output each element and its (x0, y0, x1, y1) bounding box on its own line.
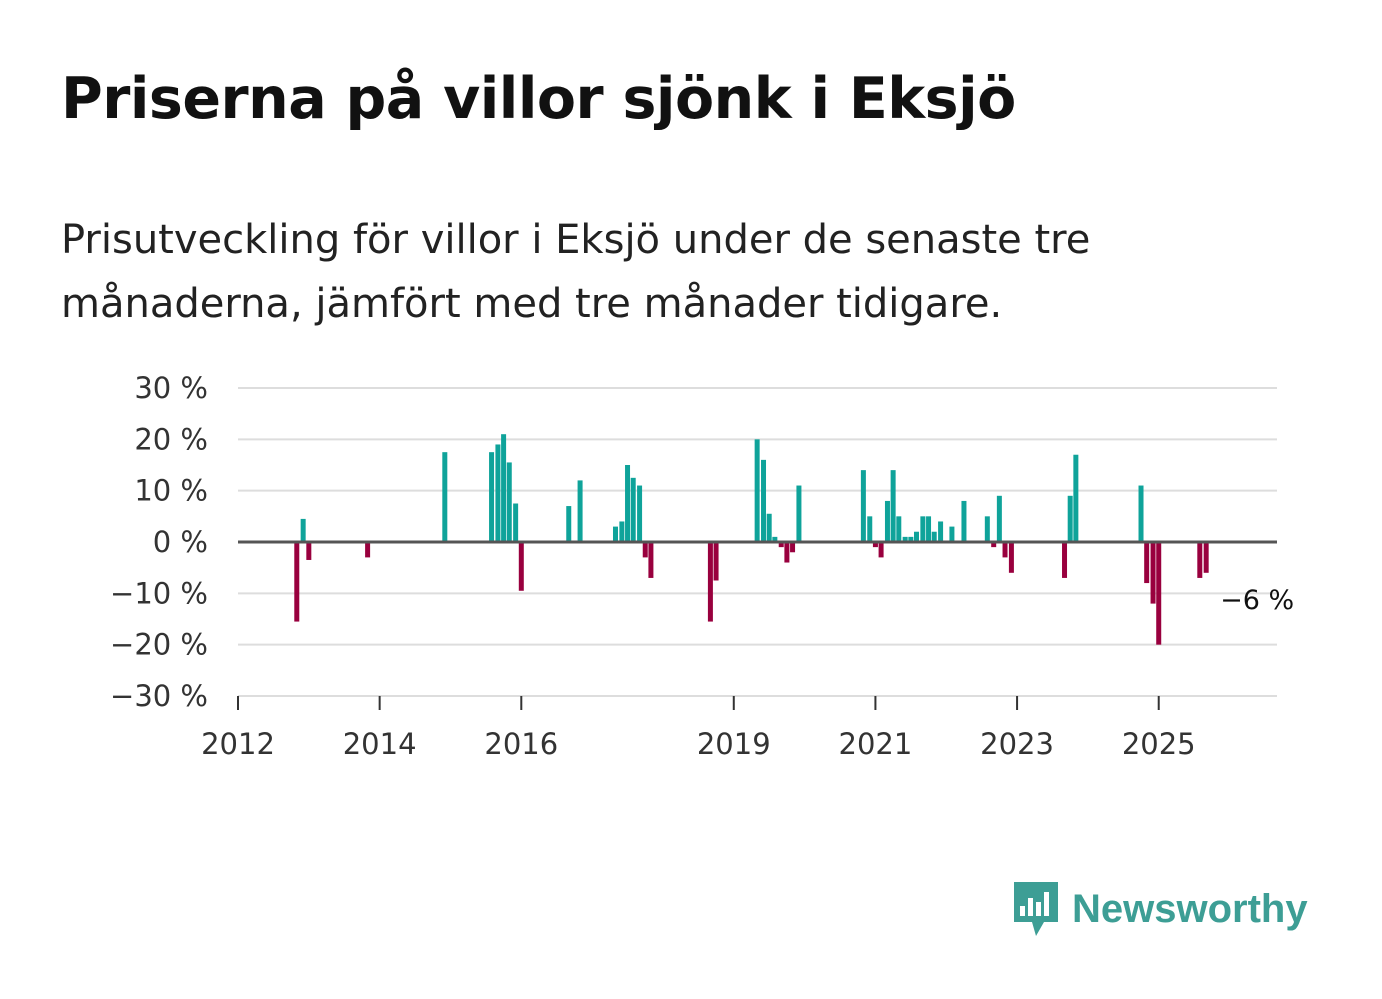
x-tick-label: 2014 (343, 727, 417, 761)
bar (713, 542, 719, 581)
chart-subtitle: Prisutveckling för villor i Eksjö under … (61, 217, 1091, 327)
bar (612, 526, 618, 542)
bar (984, 516, 990, 542)
last-value-label: −6 % (1220, 585, 1294, 616)
bar (630, 477, 636, 542)
bar (784, 542, 790, 563)
bar (890, 470, 896, 542)
bar (996, 495, 1002, 542)
y-tick-label: −30 % (110, 679, 208, 713)
bar (796, 485, 802, 542)
bar (1062, 542, 1068, 578)
y-tick-label: 10 % (134, 474, 208, 508)
x-tick-label: 2021 (839, 727, 913, 761)
bar (365, 542, 371, 558)
bar (501, 434, 507, 542)
bar (637, 485, 643, 542)
bar (761, 459, 767, 542)
newsworthy-logo-icon (1014, 882, 1058, 936)
bar (566, 506, 572, 542)
y-tick-label: 30 % (134, 371, 208, 405)
bars (294, 434, 1209, 645)
bar (931, 531, 937, 542)
bar (908, 536, 914, 542)
bar (902, 536, 908, 542)
bar (961, 500, 967, 542)
bar (1150, 542, 1156, 604)
bar (619, 521, 625, 542)
y-tick-label: 0 % (153, 525, 208, 559)
y-tick-label: −20 % (110, 628, 208, 662)
x-tick-label: 2019 (697, 727, 771, 761)
bar (754, 439, 760, 542)
bar (772, 536, 778, 542)
x-tick-label: 2016 (484, 727, 558, 761)
bar (790, 542, 796, 553)
bar (991, 542, 997, 548)
bar (949, 526, 955, 542)
brand-name: Newsworthy (1072, 886, 1308, 931)
bar (707, 542, 713, 622)
bar (1138, 485, 1144, 542)
axes (237, 540, 1277, 710)
bar (294, 542, 300, 622)
chart-title: Priserna på villor sjönk i Eksjö (61, 66, 1016, 132)
bar (926, 516, 932, 542)
bar (766, 513, 772, 542)
bar (914, 531, 920, 542)
y-tick-label: 20 % (134, 422, 208, 456)
x-tick-label: 2025 (1122, 727, 1196, 761)
bar (1156, 542, 1162, 645)
bar (300, 518, 306, 542)
bar (442, 452, 448, 542)
bar (506, 462, 512, 542)
bar (872, 542, 878, 548)
bar (625, 465, 631, 542)
bar (1067, 495, 1073, 542)
bar (518, 542, 524, 591)
x-tick-label: 2023 (980, 727, 1054, 761)
x-tick-label: 2012 (201, 727, 275, 761)
bar (867, 516, 873, 542)
bar (896, 516, 902, 542)
bar (938, 521, 944, 542)
bar (642, 542, 648, 558)
bar (306, 542, 312, 560)
bar (1008, 542, 1014, 573)
bar (577, 480, 583, 542)
bar (648, 542, 654, 578)
bar (920, 516, 926, 542)
newsworthy-brand[interactable]: Newsworthy (1010, 878, 1308, 940)
bar (1144, 542, 1150, 584)
bar (1203, 542, 1209, 573)
bar (1197, 542, 1203, 578)
bar (489, 452, 495, 542)
bar (778, 542, 784, 548)
bar (1002, 542, 1008, 558)
grid-lines (238, 387, 1277, 697)
bar (860, 470, 866, 542)
bar (495, 444, 501, 542)
bar (878, 542, 884, 558)
bar (513, 503, 519, 542)
y-tick-label: −10 % (110, 576, 208, 610)
tick-labels: 30 % 20 % 10 % 0 % −10 % −20 % −30 % 2012 2014 20… (110, 371, 1294, 761)
bar (884, 500, 890, 542)
bar (1073, 454, 1079, 542)
